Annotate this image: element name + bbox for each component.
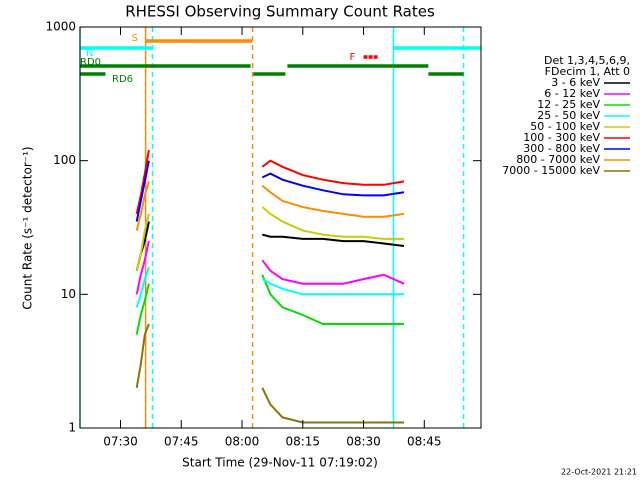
series-line [135,149,405,215]
chart-title: RHESSI Observing Summary Count Rates [125,3,435,21]
legend-entry: 6 - 12 keV [544,87,600,100]
legend-entry: 7000 - 15000 keV [502,164,600,177]
legend-entry: 300 - 800 keV [523,142,600,155]
legend-entry: 100 - 300 keV [523,131,600,144]
legend-entry: 50 - 100 keV [530,120,600,133]
legend-title: Det 1,3,4,5,6,9, [544,54,630,67]
legend-entry: 800 - 7000 keV [516,153,600,166]
x-tick-label: 08:15 [285,435,320,449]
y-tick-label: 10 [61,287,76,301]
legend-entry: 12 - 25 keV [537,98,600,111]
x-tick-label: 07:45 [164,435,199,449]
x-tick-label: 08:45 [407,435,442,449]
series-line [135,266,404,308]
series-line [135,240,405,295]
x-axis-label: Start Time (29-Nov-11 07:19:02) [182,456,378,470]
y-tick-label: 1000 [45,20,76,34]
legend-entry: 3 - 6 keV [551,76,600,89]
flag-label: S [132,33,138,44]
flag-label: N [86,48,93,59]
y-axis-label: Count Rate (s⁻¹ detector⁻¹) [21,146,35,309]
series-line [135,274,404,335]
footer: 22-Oct-2021 21:21 [561,468,637,477]
legend-entry: 25 - 50 keV [537,109,600,122]
series-line [135,323,404,424]
plot-frame [79,26,482,429]
legend-title: FDecim 1, Att 0 [545,65,630,78]
series-line [135,160,405,222]
x-tick-label: 08:30 [346,435,381,449]
flag-label: F [350,52,356,63]
x-tick-label: 07:30 [103,435,138,449]
flag-label: RD0 [80,57,101,68]
x-tick-label: 08:00 [225,435,260,449]
y-tick-label: 100 [53,153,76,167]
series-line [135,181,405,231]
y-tick-label: 1 [68,421,76,435]
series-line [135,206,404,272]
flag-label: RD6 [112,74,133,85]
